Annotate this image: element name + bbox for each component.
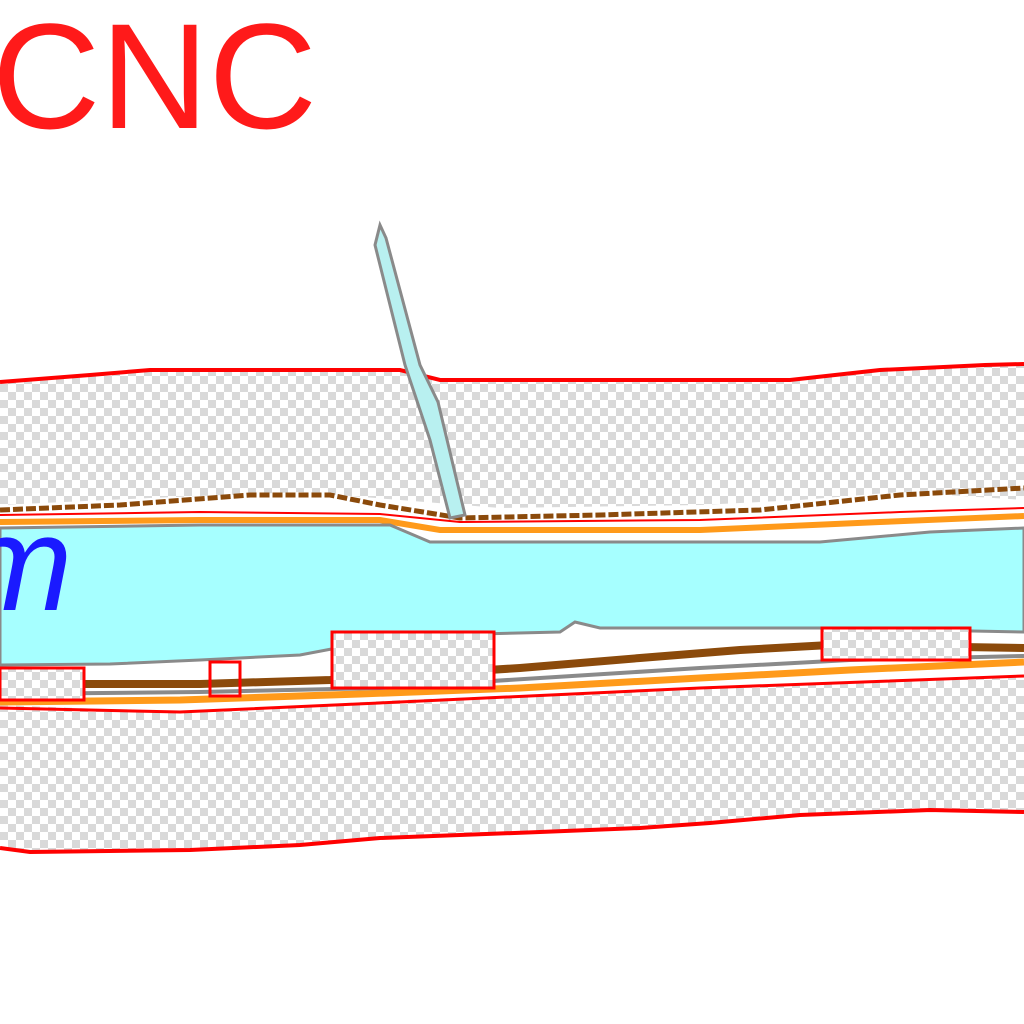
bank-parcel: [330, 630, 496, 690]
lower-brown-bank: [0, 640, 1024, 688]
lower-red-line: [0, 674, 1024, 714]
upper-boundary-line: [0, 362, 1024, 384]
upper-hatched-zone: [0, 364, 1024, 508]
map-label-top: CNC: [0, 0, 317, 160]
bank-parcel: [0, 666, 86, 702]
lower-hatched-zone: [0, 676, 1024, 852]
tributary-stream: [373, 220, 467, 520]
bank-parcel: [820, 626, 972, 662]
river-name-label: m: [0, 488, 72, 639]
lower-boundary-line: [0, 807, 1024, 855]
upper-red-river-line: [0, 507, 1024, 524]
lower-orange-bank: [0, 658, 1024, 706]
bank-parcel: [208, 660, 242, 698]
upper-brown-bank: [0, 485, 1024, 521]
river-channel: [0, 523, 1024, 667]
upper-orange-bank: [0, 513, 1024, 533]
